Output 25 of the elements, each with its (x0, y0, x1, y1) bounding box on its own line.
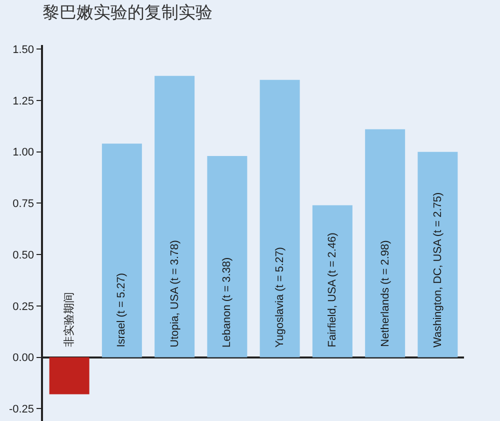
bar (154, 76, 195, 358)
x-tick-label: Utopia, USA (t = 3.78) (168, 240, 181, 348)
y-tick-label: -0.25 (8, 404, 34, 416)
bar (418, 152, 458, 358)
bar (49, 357, 90, 394)
y-tick-label: 1.00 (12, 146, 34, 159)
x-tick-label: Lebanon (t = 3.38) (220, 257, 233, 348)
x-tick-label: Washington, DC, USA (t = 2.75) (432, 192, 444, 348)
y-tick-label: 1.50 (12, 44, 34, 56)
bar (207, 156, 248, 358)
y-tick-label: 0.25 (12, 300, 34, 313)
y-tick-label: 0.75 (12, 198, 34, 210)
x-tick-label: Netherlands (t = 2.98) (379, 240, 392, 347)
bar (102, 144, 142, 358)
bar (312, 205, 352, 358)
bar (260, 80, 300, 358)
chart-title: 黎巴嫩实验的复制实验 (42, 3, 212, 24)
x-tick-label: 非实验期间 (62, 292, 76, 348)
x-tick-label: Fairfield, USA (t = 2.46) (326, 232, 339, 348)
y-tick-label: 0.00 (12, 352, 34, 364)
x-tick-label: Yugoslavia (t = 5.27) (274, 247, 286, 348)
bar (365, 129, 406, 358)
y-tick-label: 0.50 (12, 249, 34, 262)
y-tick-label: 1.25 (12, 95, 34, 108)
x-tick-label: Israel (t = 5.27) (116, 272, 128, 348)
